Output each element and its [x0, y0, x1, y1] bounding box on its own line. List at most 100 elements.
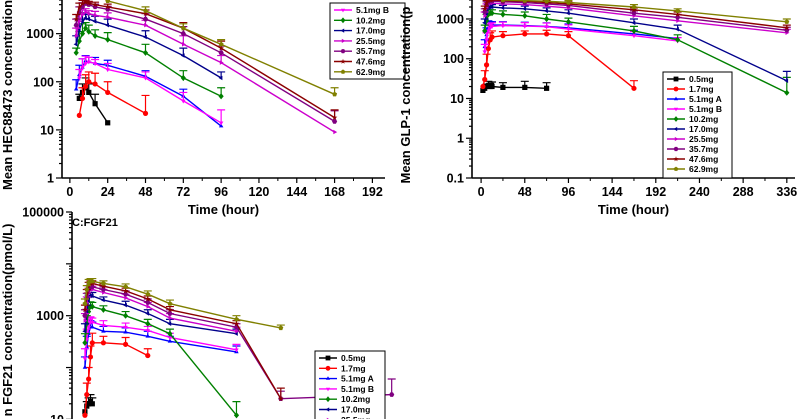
legend-marker	[325, 407, 330, 412]
legend-marker	[340, 8, 346, 13]
axes: 0.1 1 10 100 1000 0 48 96 144 192 240 288 336	[436, 0, 797, 199]
legend-item-17-0mg: 17.0mg	[319, 405, 370, 415]
data-point	[631, 27, 637, 35]
legend-label: 10.2mg	[341, 394, 370, 404]
legend-marker	[673, 86, 679, 92]
data-point	[218, 75, 223, 81]
data-point	[483, 0, 490, 6]
legend-label: 47.6mg	[356, 57, 385, 67]
data-point	[100, 297, 105, 303]
data-point	[482, 20, 486, 26]
data-point	[82, 306, 88, 313]
x-tick-label: 24	[101, 185, 115, 199]
y-tick-label: 1000	[436, 12, 464, 26]
data-point	[86, 325, 91, 330]
data-point	[101, 328, 106, 333]
data-point	[218, 45, 224, 51]
legend-item-47-6mg: 47.6mg	[334, 57, 385, 67]
data-point	[142, 49, 149, 56]
data-point	[73, 16, 79, 22]
data-point	[92, 32, 98, 39]
x-tick-label: 192	[362, 185, 383, 199]
data-point	[92, 62, 98, 67]
data-point	[500, 33, 506, 39]
data-point	[105, 68, 110, 73]
data-point	[544, 0, 550, 4]
error-bar	[141, 94, 150, 114]
data-point	[79, 19, 84, 24]
error-bar	[387, 378, 396, 395]
series-25-5mg	[72, 8, 338, 135]
data-point	[87, 354, 94, 360]
axes: 1 10 100 1000 0 24 48 72 96 120 144 168 192	[26, 0, 385, 199]
data-point	[89, 284, 95, 290]
data-point	[489, 25, 495, 29]
y-tick-label: 100	[443, 52, 464, 66]
data-point	[235, 329, 240, 334]
data-point	[486, 29, 491, 34]
data-point	[100, 287, 106, 292]
legend-label: 62.9mg	[356, 67, 385, 77]
data-point	[482, 76, 488, 83]
data-point	[675, 27, 679, 32]
y-tick-label: 1	[47, 172, 54, 186]
y-tick-label: 10	[40, 123, 54, 137]
legend-label: 5.1mg B	[341, 384, 374, 394]
data-point	[675, 8, 681, 13]
data-point	[142, 10, 149, 17]
data-point	[490, 0, 494, 3]
legend-marker	[673, 166, 679, 171]
panel-b-glp1: 0.1 1 10 100 1000 0 48 96 144 192 240 288 336 Time (h…	[398, 0, 797, 217]
legend-item-1-7mg: 1.7mg	[319, 363, 366, 373]
data-point	[483, 62, 490, 68]
legend-marker	[340, 69, 346, 74]
data-point	[522, 12, 528, 19]
data-point	[123, 302, 127, 308]
legend-label: 5.1mg B	[356, 5, 389, 15]
data-point	[234, 316, 239, 322]
legend-marker	[325, 396, 331, 403]
legend-label: 5.1mg B	[689, 104, 722, 114]
data-point	[84, 286, 90, 292]
data-point	[145, 291, 151, 297]
data-point	[544, 15, 550, 23]
x-tick-label: 48	[518, 185, 532, 199]
data-point	[565, 33, 572, 39]
data-point	[167, 321, 172, 326]
series-62-9mg	[500, 0, 791, 24]
data-point	[83, 83, 89, 90]
legend-item-0-5mg: 0.5mg	[319, 353, 366, 363]
data-point	[122, 341, 129, 347]
data-point	[145, 320, 151, 327]
x-tick-label: 240	[689, 185, 710, 199]
data-point	[500, 0, 506, 3]
data-point	[180, 25, 186, 31]
data-point	[484, 17, 490, 24]
panel-c-fgf21: 10 1000 100000 n FGF21 concentration(pmol/L…	[0, 206, 396, 419]
data-point	[93, 13, 98, 18]
legend-item-5-1mg-b: 5.1mg B	[334, 5, 389, 15]
data-point	[234, 348, 239, 353]
legend-label: 25.5mg	[356, 36, 385, 46]
legend-item-62-9mg: 62.9mg	[667, 164, 718, 174]
x-tick-label: 288	[733, 185, 754, 199]
series-5-1mg-b	[75, 55, 226, 126]
x-tick-label: 48	[139, 185, 153, 199]
data-point	[76, 4, 83, 10]
data-point	[167, 338, 173, 343]
data-point	[100, 280, 106, 286]
x-tick-label: 144	[602, 185, 623, 199]
data-point	[144, 22, 149, 28]
legend-label: 47.6mg	[689, 154, 718, 164]
legend-marker	[674, 136, 679, 142]
data-point	[142, 16, 149, 22]
data-point	[218, 41, 224, 47]
x-axis-title: Time (hour)	[598, 202, 669, 217]
data-point	[489, 34, 495, 40]
x-tick-label: 192	[645, 185, 666, 199]
data-point	[631, 6, 637, 13]
data-point	[101, 324, 106, 328]
data-point	[278, 395, 284, 402]
data-point	[219, 60, 224, 65]
